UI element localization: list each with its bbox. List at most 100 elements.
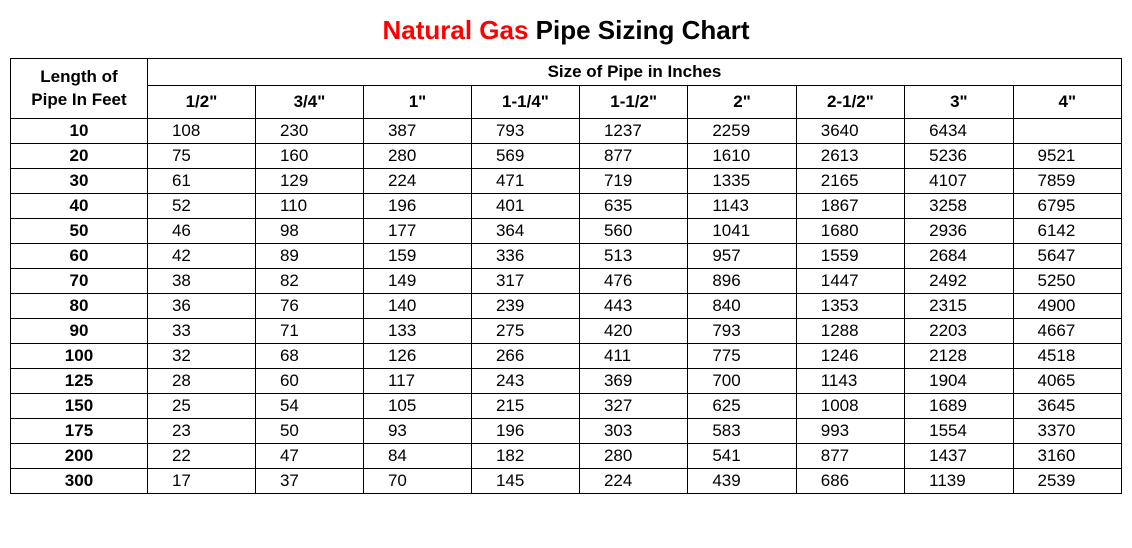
length-cell: 60 xyxy=(11,244,148,269)
data-cell: 22 xyxy=(147,444,255,469)
data-cell: 89 xyxy=(255,244,363,269)
length-cell: 80 xyxy=(11,294,148,319)
length-cell: 175 xyxy=(11,419,148,444)
data-cell: 1143 xyxy=(796,369,904,394)
chart-title: Natural Gas Pipe Sizing Chart xyxy=(10,15,1122,46)
col-header: 3" xyxy=(905,86,1013,119)
data-cell: 993 xyxy=(796,419,904,444)
data-cell: 793 xyxy=(688,319,796,344)
data-cell: 243 xyxy=(471,369,579,394)
length-header: Length of Pipe In Feet xyxy=(11,59,148,119)
data-cell: 1008 xyxy=(796,394,904,419)
table-row: 1502554105215327625100816893645 xyxy=(11,394,1122,419)
data-cell: 159 xyxy=(363,244,471,269)
length-cell: 50 xyxy=(11,219,148,244)
data-cell: 4900 xyxy=(1013,294,1121,319)
col-header: 2-1/2" xyxy=(796,86,904,119)
table-row: 30017377014522443968611392539 xyxy=(11,469,1122,494)
data-cell: 775 xyxy=(688,344,796,369)
length-cell: 70 xyxy=(11,269,148,294)
data-cell: 420 xyxy=(579,319,687,344)
col-header: 3/4" xyxy=(255,86,363,119)
data-cell: 625 xyxy=(688,394,796,419)
data-cell: 877 xyxy=(579,144,687,169)
data-cell: 3370 xyxy=(1013,419,1121,444)
data-cell: 126 xyxy=(363,344,471,369)
data-cell: 133 xyxy=(363,319,471,344)
data-cell: 840 xyxy=(688,294,796,319)
col-header: 1-1/4" xyxy=(471,86,579,119)
data-cell: 1689 xyxy=(905,394,1013,419)
table-row: 17523509319630358399315543370 xyxy=(11,419,1122,444)
data-cell: 1139 xyxy=(905,469,1013,494)
data-cell: 3258 xyxy=(905,194,1013,219)
data-cell: 239 xyxy=(471,294,579,319)
data-cell: 6434 xyxy=(905,119,1013,144)
data-cell: 46 xyxy=(147,219,255,244)
col-header: 1/2" xyxy=(147,86,255,119)
data-cell: 793 xyxy=(471,119,579,144)
data-cell: 6142 xyxy=(1013,219,1121,244)
data-cell: 42 xyxy=(147,244,255,269)
data-cell: 2936 xyxy=(905,219,1013,244)
data-cell: 443 xyxy=(579,294,687,319)
length-cell: 150 xyxy=(11,394,148,419)
data-cell: 327 xyxy=(579,394,687,419)
data-cell: 1237 xyxy=(579,119,687,144)
data-cell: 28 xyxy=(147,369,255,394)
data-cell: 145 xyxy=(471,469,579,494)
data-cell: 1680 xyxy=(796,219,904,244)
data-cell: 387 xyxy=(363,119,471,144)
data-cell: 9521 xyxy=(1013,144,1121,169)
data-cell: 230 xyxy=(255,119,363,144)
col-header: 4" xyxy=(1013,86,1121,119)
data-cell: 71 xyxy=(255,319,363,344)
table-body: 1010823038779312372259364064342075160280… xyxy=(11,119,1122,494)
data-cell: 2128 xyxy=(905,344,1013,369)
data-cell: 196 xyxy=(363,194,471,219)
header-row-1: Length of Pipe In Feet Size of Pipe in I… xyxy=(11,59,1122,86)
length-cell: 10 xyxy=(11,119,148,144)
data-cell: 75 xyxy=(147,144,255,169)
data-cell: 471 xyxy=(471,169,579,194)
table-row: 40521101964016351143186732586795 xyxy=(11,194,1122,219)
data-cell: 5647 xyxy=(1013,244,1121,269)
header-row-2: 1/2"3/4"1"1-1/4"1-1/2"2"2-1/2"3"4" xyxy=(11,86,1122,119)
data-cell: 105 xyxy=(363,394,471,419)
length-cell: 30 xyxy=(11,169,148,194)
data-cell: 1559 xyxy=(796,244,904,269)
data-cell: 1867 xyxy=(796,194,904,219)
data-cell: 2613 xyxy=(796,144,904,169)
data-cell: 4518 xyxy=(1013,344,1121,369)
data-cell: 2203 xyxy=(905,319,1013,344)
data-cell: 2492 xyxy=(905,269,1013,294)
data-cell: 33 xyxy=(147,319,255,344)
data-cell: 700 xyxy=(688,369,796,394)
table-row: 1252860117243369700114319044065 xyxy=(11,369,1122,394)
data-cell: 275 xyxy=(471,319,579,344)
length-cell: 300 xyxy=(11,469,148,494)
data-cell: 896 xyxy=(688,269,796,294)
data-cell: 2539 xyxy=(1013,469,1121,494)
data-cell: 50 xyxy=(255,419,363,444)
data-cell: 60 xyxy=(255,369,363,394)
data-cell: 1246 xyxy=(796,344,904,369)
data-cell: 719 xyxy=(579,169,687,194)
data-cell: 3645 xyxy=(1013,394,1121,419)
data-cell: 280 xyxy=(363,144,471,169)
table-row: 803676140239443840135323154900 xyxy=(11,294,1122,319)
data-cell: 149 xyxy=(363,269,471,294)
data-cell: 369 xyxy=(579,369,687,394)
data-cell: 17 xyxy=(147,469,255,494)
table-row: 30611292244717191335216541077859 xyxy=(11,169,1122,194)
length-cell: 90 xyxy=(11,319,148,344)
table-row: 604289159336513957155926845647 xyxy=(11,244,1122,269)
data-cell: 6795 xyxy=(1013,194,1121,219)
data-cell: 182 xyxy=(471,444,579,469)
data-cell: 3160 xyxy=(1013,444,1121,469)
data-cell: 401 xyxy=(471,194,579,219)
data-cell: 110 xyxy=(255,194,363,219)
data-cell: 1143 xyxy=(688,194,796,219)
data-cell: 54 xyxy=(255,394,363,419)
pipe-sizing-table: Length of Pipe In Feet Size of Pipe in I… xyxy=(10,58,1122,494)
